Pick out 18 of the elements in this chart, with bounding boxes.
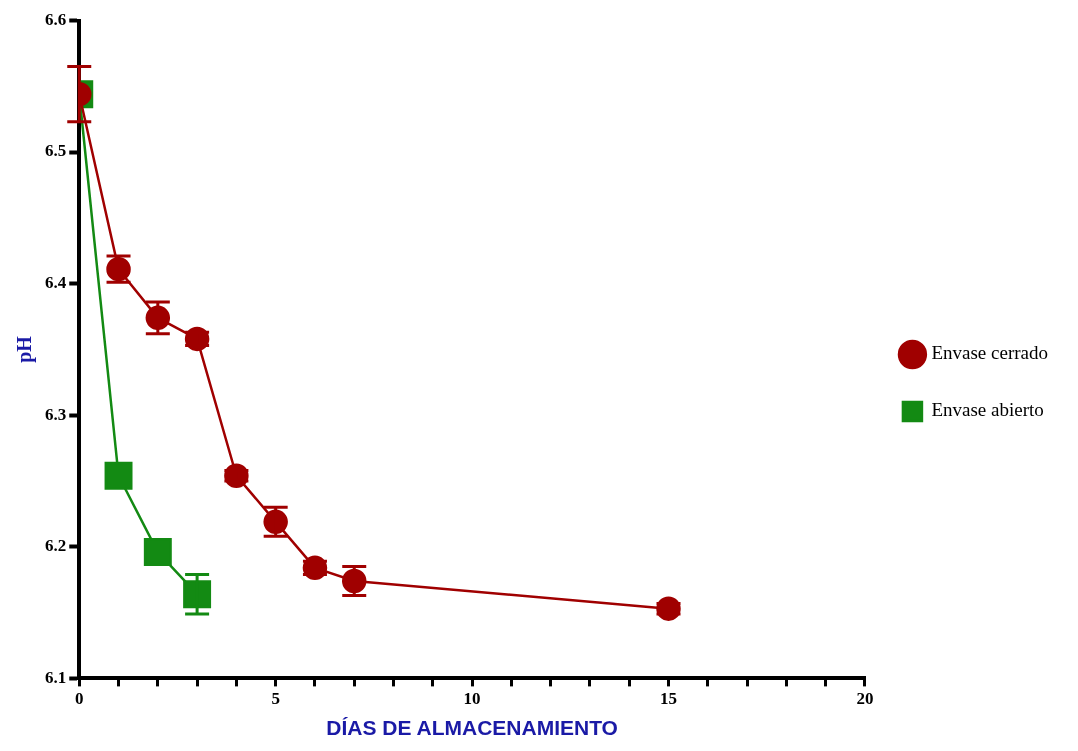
y-tick-label: 6.2 bbox=[45, 536, 67, 556]
y-axis-title: pH bbox=[13, 335, 37, 363]
point bbox=[183, 580, 212, 609]
point bbox=[104, 461, 133, 490]
x-tick-label: 5 bbox=[271, 688, 280, 708]
legend-label: Envase cerrado bbox=[931, 342, 1049, 364]
y-tick-label: 6.1 bbox=[45, 667, 67, 687]
y-tick-label: 6.3 bbox=[45, 404, 67, 424]
y-tick-label: 6.4 bbox=[45, 273, 67, 293]
x-tick-label: 0 bbox=[75, 688, 84, 708]
legend-label: Envase abierto bbox=[931, 399, 1044, 421]
x-axis-title: DÍAS DE ALMACENAMIENTO bbox=[326, 716, 618, 740]
x-tick-label: 15 bbox=[660, 688, 678, 708]
y-tick-label: 6.6 bbox=[45, 9, 67, 29]
point bbox=[143, 538, 172, 567]
y-tick-label: 6.5 bbox=[45, 141, 67, 161]
x-tick-label: 20 bbox=[856, 688, 874, 708]
x-tick-label: 10 bbox=[463, 688, 481, 708]
